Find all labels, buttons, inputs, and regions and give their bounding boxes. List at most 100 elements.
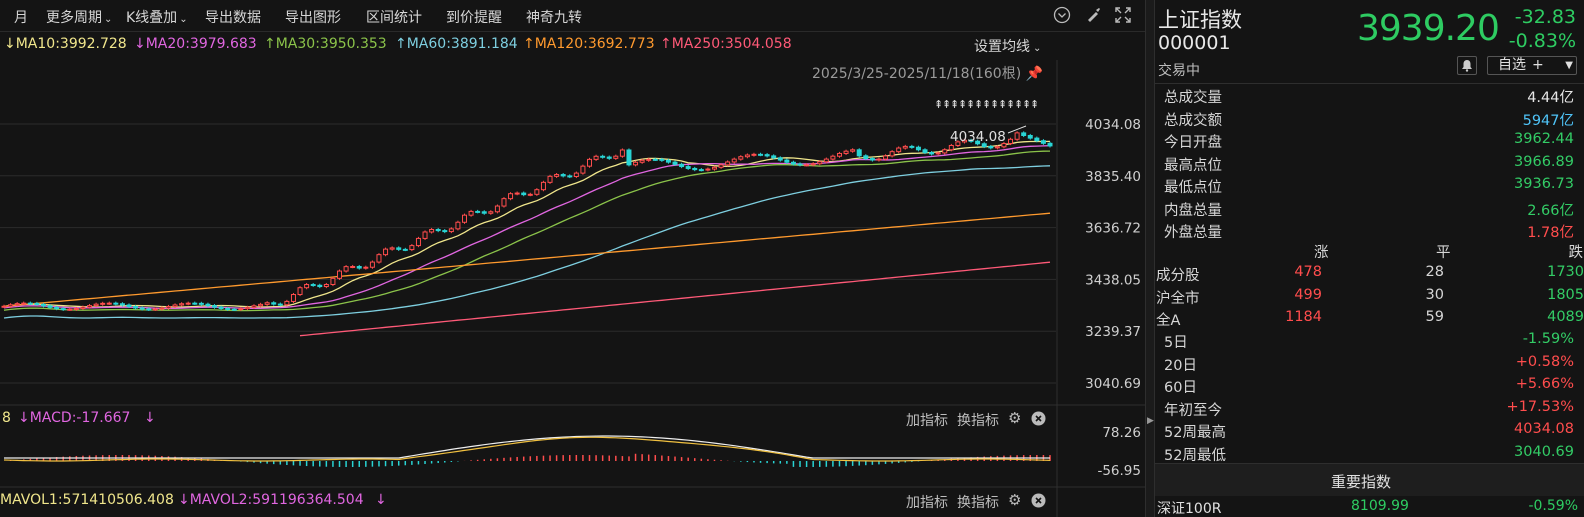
stat-label: 外盘总量 <box>1164 225 1222 241</box>
stat-value: 4.44亿 <box>1527 90 1574 106</box>
candle <box>725 160 731 167</box>
overlay-dropdown[interactable]: K线叠加 ⌄ <box>126 7 188 27</box>
export-data-button[interactable]: 导出数据 <box>205 10 261 26</box>
price-change-pct: -0.83% <box>1508 30 1576 52</box>
candle <box>639 158 645 164</box>
candle <box>277 302 283 307</box>
candle <box>67 307 73 311</box>
candle <box>468 209 474 217</box>
candle <box>646 157 652 162</box>
collapse-circle-icon[interactable] <box>1052 6 1072 26</box>
return-row: 年初至今 +17.53% <box>1164 399 1574 421</box>
export-chart-button[interactable]: 导出图形 <box>285 10 341 26</box>
chevron-down-icon: ⌄ <box>1033 43 1042 54</box>
panel-splitter[interactable]: ▶ <box>1145 0 1155 517</box>
candle <box>323 282 329 289</box>
index-row-value: 8109.99 <box>1351 498 1409 514</box>
pin-icon[interactable]: 📌 <box>1025 66 1044 82</box>
mavol-arrow: ↓ <box>375 492 387 508</box>
ma30-label: ↑MA30:3950.353 <box>264 36 387 52</box>
candle <box>87 304 93 309</box>
macd-switch-indicator-button[interactable]: 换指标 <box>957 413 999 429</box>
candle <box>54 305 60 311</box>
last-price: 3939.20 <box>1357 8 1500 49</box>
close-icon[interactable] <box>1031 493 1046 512</box>
candle <box>948 143 954 152</box>
expand-arrow-icon[interactable]: ▶ <box>1147 416 1154 426</box>
candle <box>126 303 132 309</box>
candle <box>790 160 796 166</box>
stat-value: 5947亿 <box>1522 112 1574 129</box>
add-watchlist-dropdown[interactable]: 自选 + ▼ <box>1487 56 1577 75</box>
candle <box>685 165 691 171</box>
candle <box>718 163 724 169</box>
gear-icon[interactable]: ⚙ <box>1008 409 1022 427</box>
candle <box>179 302 185 307</box>
breadth-up: 499 <box>1294 286 1322 303</box>
candle <box>60 307 66 311</box>
index-code: 000001 <box>1158 32 1231 54</box>
candle <box>810 162 816 167</box>
ma20-label: ↓MA20:3979.683 <box>134 36 257 52</box>
macd-add-indicator-button[interactable]: 加指标 <box>906 413 948 429</box>
stat-label: 总成交量 <box>1164 90 1222 106</box>
more-periods-dropdown[interactable]: 更多周期 ⌄ <box>46 7 112 27</box>
price-alert-button[interactable]: 到价提醒 <box>446 10 502 26</box>
macd-tick-label: 78.26 <box>1102 425 1141 441</box>
return-value: 3040.69 <box>1514 443 1574 460</box>
candle <box>554 172 560 178</box>
candle <box>560 172 566 178</box>
breadth-flat: 30 <box>1425 286 1444 303</box>
draw-brush-icon[interactable] <box>1083 6 1103 26</box>
vol-add-indicator-button[interactable]: 加指标 <box>906 495 948 511</box>
return-label: 年初至今 <box>1164 402 1222 419</box>
caret-down-icon: ▼ <box>1565 60 1573 71</box>
close-icon[interactable] <box>1031 411 1046 430</box>
gear-icon[interactable]: ⚙ <box>1008 491 1022 509</box>
candle <box>619 148 625 158</box>
breadth-row: 全A 1184 59 4089 <box>1156 309 1584 331</box>
nine-mark: ⇞ <box>998 98 1007 111</box>
vol-switch-indicator-button[interactable]: 换指标 <box>957 495 999 511</box>
important-index-header[interactable]: 重要指数 <box>1155 464 1584 496</box>
breadth-label: 沪全市 <box>1156 290 1200 307</box>
nine-mark: ⇞ <box>1006 98 1015 111</box>
ma-line-ma250 <box>299 261 1051 337</box>
fullscreen-icon[interactable] <box>1113 6 1133 26</box>
candle <box>271 301 277 306</box>
nine-mark: ⇞ <box>942 98 951 111</box>
stat-row: 今日开盘 3962.44 <box>1164 131 1574 153</box>
candle <box>606 155 612 160</box>
candle <box>521 191 527 197</box>
interval-stats-button[interactable]: 区间统计 <box>366 10 422 26</box>
return-value: +0.58% <box>1515 353 1574 370</box>
candle <box>409 244 415 252</box>
kline-chart[interactable]: 4034.08 3835.40 3636.72 3438.05 3239.37 3040.… <box>0 0 1145 517</box>
index-list-row[interactable]: 深证100R 8109.99 -0.59% <box>1155 496 1584 517</box>
breadth-flat: 28 <box>1425 264 1444 280</box>
candle <box>363 265 369 270</box>
breadth-down: 1805 <box>1547 286 1584 303</box>
bell-icon[interactable] <box>1457 56 1477 75</box>
period-month-button[interactable]: 月 <box>14 10 28 26</box>
nine-mark: ⇞ <box>958 98 967 111</box>
candle <box>369 260 375 269</box>
candle <box>902 144 908 150</box>
magic-nine-button[interactable]: 神奇九转 <box>526 10 582 26</box>
candle <box>376 253 382 264</box>
index-row-pct: -0.59% <box>1528 498 1578 514</box>
candle <box>1008 137 1014 146</box>
candle <box>435 227 441 233</box>
candle <box>508 192 514 201</box>
candle <box>231 307 237 311</box>
candle <box>672 160 678 166</box>
candle <box>692 166 698 172</box>
stat-value: 3936.73 <box>1514 176 1574 192</box>
candle <box>165 304 171 310</box>
ma-settings-dropdown[interactable]: 设置均线 ⌄ <box>974 36 1041 56</box>
candle <box>896 146 902 154</box>
candle <box>771 154 777 160</box>
nine-mark: ⇞ <box>950 98 959 111</box>
candle <box>856 148 862 158</box>
candle <box>73 306 79 311</box>
